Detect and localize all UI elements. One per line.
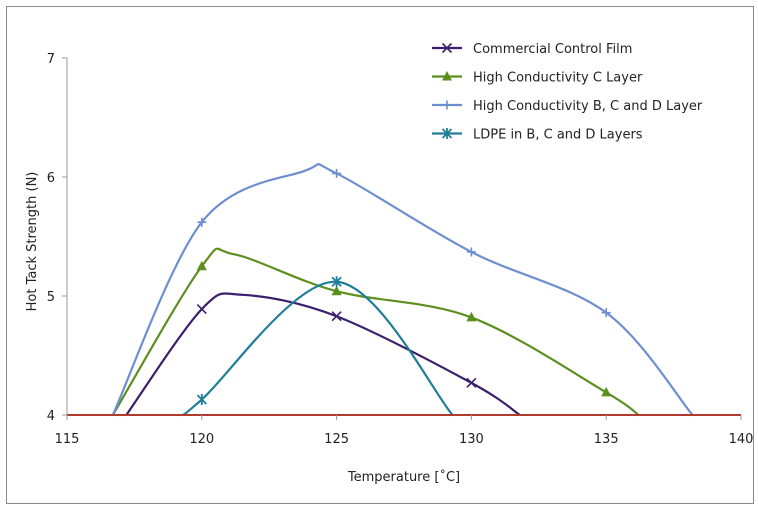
series-line	[181, 280, 454, 417]
y-tick-label: 4	[47, 409, 55, 424]
x-tick-label: 135	[594, 432, 619, 447]
data-point	[196, 394, 207, 406]
x-tick-label: 140	[729, 432, 754, 447]
data-point	[601, 308, 611, 318]
legend-label: High Conductivity B, C and D Layer	[473, 99, 703, 114]
data-point	[466, 311, 477, 322]
data-point	[601, 386, 612, 397]
legend-label: LDPE in B, C and D Layers	[473, 128, 643, 143]
legend-item: Commercial Control Film	[432, 42, 632, 57]
series-layer	[67, 163, 741, 417]
axes: Hot Tack Strength (N) Temperature [˚C] 4…	[25, 52, 753, 485]
series-line	[111, 247, 640, 417]
data-point	[442, 71, 452, 81]
legend-item: High Conductivity C Layer	[432, 71, 643, 86]
data-point	[441, 128, 453, 139]
legend-label: High Conductivity C Layer	[473, 71, 643, 86]
x-tick-label: 115	[55, 432, 80, 447]
y-tick-label: 7	[47, 52, 55, 67]
legend-item: High Conductivity B, C and D Layer	[432, 99, 703, 114]
legend-label: Commercial Control Film	[473, 42, 632, 57]
data-point	[466, 247, 476, 257]
legend-item: LDPE in B, C and D Layers	[432, 128, 643, 143]
data-point	[196, 260, 207, 271]
y-tick-label: 6	[47, 171, 55, 186]
series-line	[111, 163, 694, 417]
data-point	[331, 276, 342, 288]
data-point	[332, 168, 342, 178]
chart-frame	[6, 6, 754, 504]
y-tick-label: 5	[47, 290, 55, 305]
series-line	[125, 292, 522, 417]
series-4	[181, 276, 454, 417]
x-tick-label: 125	[324, 432, 349, 447]
series-2	[111, 247, 640, 417]
data-point	[331, 285, 342, 296]
x-tick-label: 130	[459, 432, 484, 447]
x-tick-label: 120	[189, 432, 214, 447]
legend: Commercial Control Film High Conductivity…	[432, 42, 703, 143]
data-point	[442, 100, 452, 110]
series-3	[111, 163, 694, 417]
data-point	[466, 377, 477, 388]
x-axis-title: Temperature [˚C]	[347, 469, 460, 485]
data-point	[441, 42, 453, 54]
data-point	[197, 217, 207, 227]
data-point	[196, 304, 207, 315]
y-axis-title: Hot Tack Strength (N)	[25, 172, 40, 312]
data-point	[331, 311, 342, 322]
series-1	[125, 292, 522, 417]
